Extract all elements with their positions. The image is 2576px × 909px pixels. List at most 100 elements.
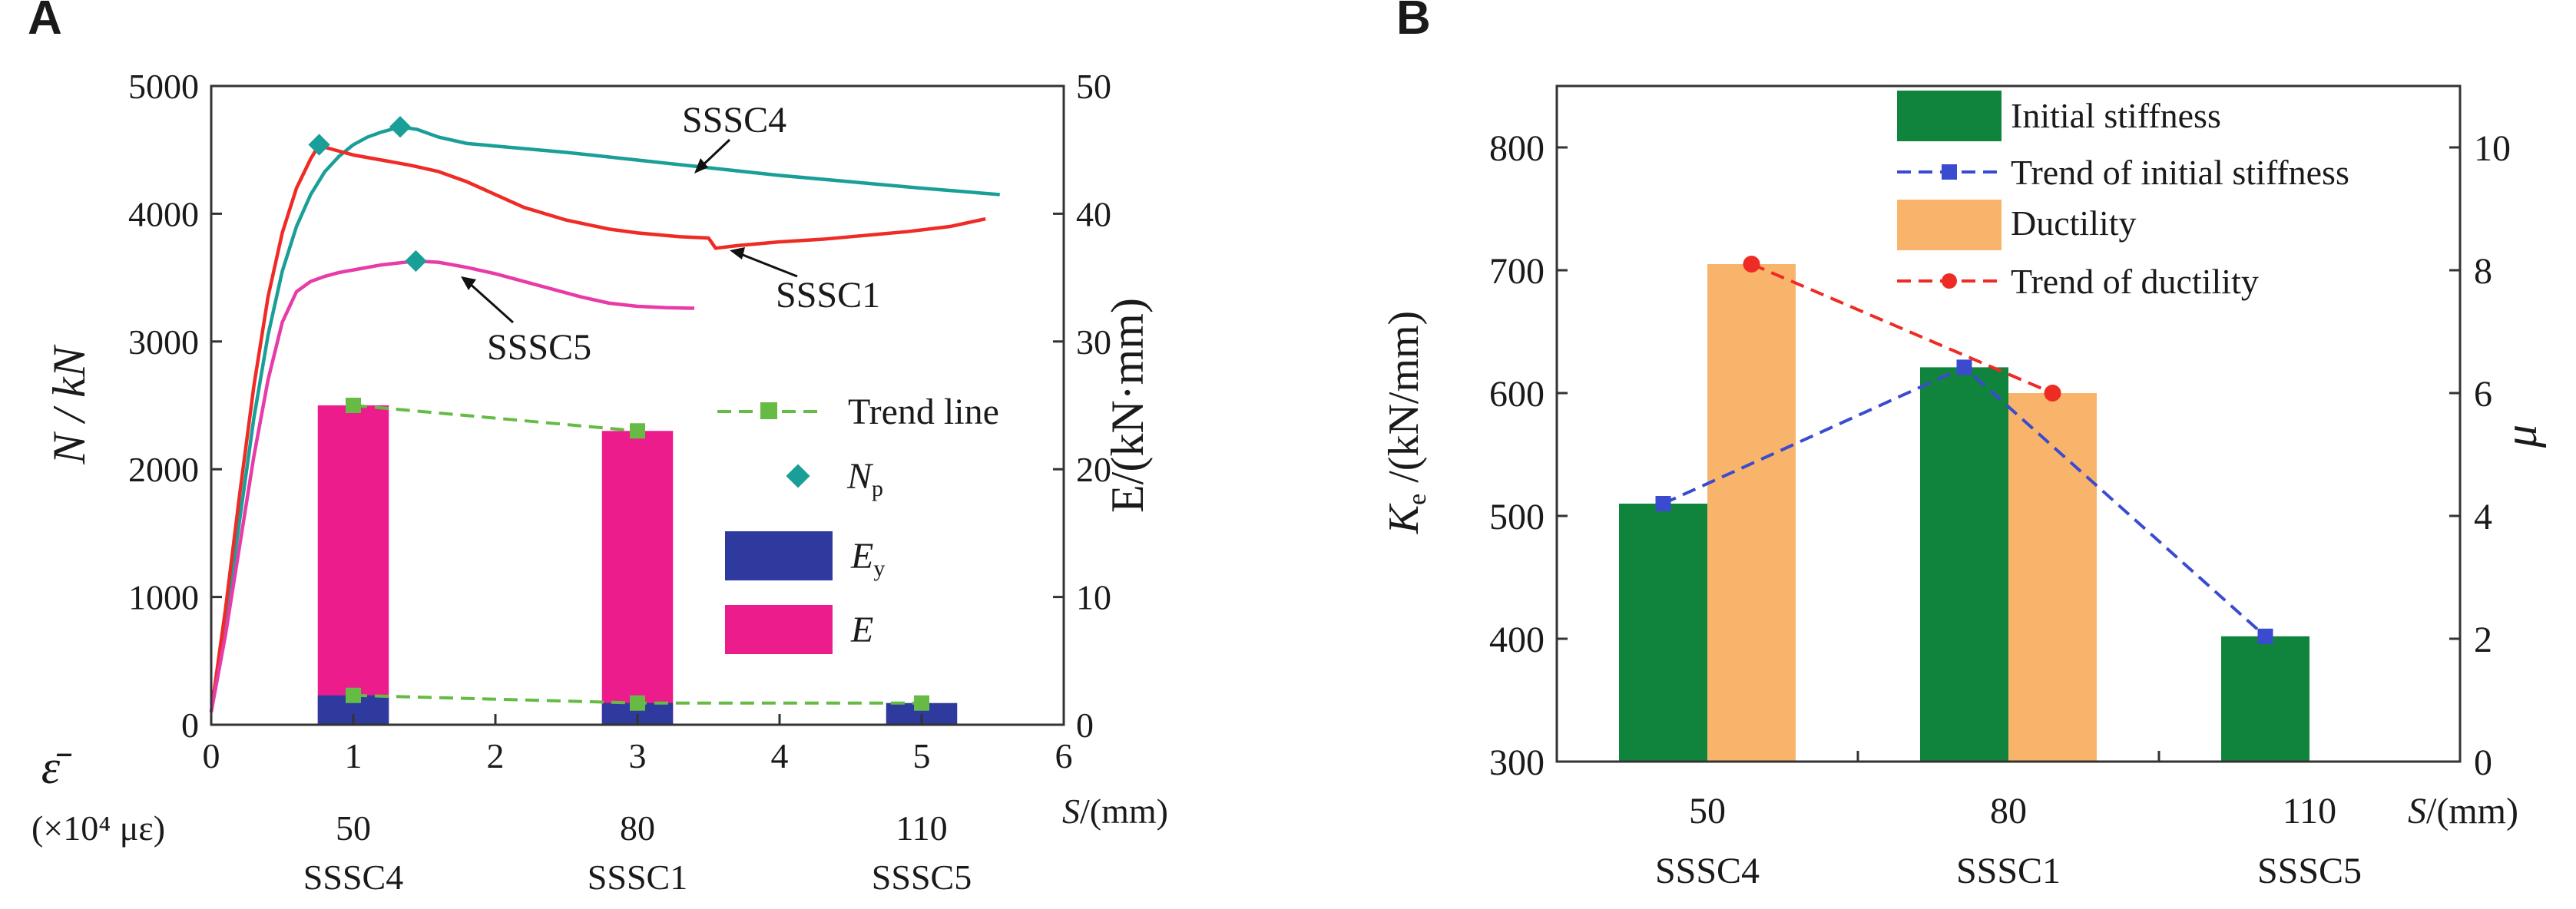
y-right-tick-label: 10 [2474,128,2511,169]
panel-a-x-ticks: 0 1 2 3 4 5 6 [203,714,1073,775]
bar-initial-stiffness [1619,504,1707,762]
legend-trend-stiffness-label: Trend of initial stiffness [2011,153,2349,192]
legend-ductility-swatch [1897,200,2002,250]
panel-a-x-label: S/(mm) [1062,792,1168,831]
x-tick-label: 0 [203,736,220,775]
annotation-sssc1-arrow-head [730,247,745,259]
np-marker-sssc5 [405,250,427,273]
panel-a-y-right-ticks: 0 10 20 30 40 50 [1053,67,1111,745]
annotation-sssc4-arrow-head [694,158,708,174]
panel-b-x-ticks [1856,751,2160,762]
panel-a-x-label-symbol: S [1062,792,1080,831]
category-label: 50 [1689,791,1726,831]
y-left-tick-label: 3000 [128,322,199,362]
annotation-sssc5: SSSC5 [487,327,591,368]
annotation-sssc4-arrow-line [699,138,731,169]
y-right-tick-label: 2 [2474,620,2492,660]
trend-point [346,398,361,413]
y-right-tick-label: 10 [1076,578,1111,617]
legend-np-label: Np [846,456,883,501]
specimen-label: SSSC4 [1655,851,1760,891]
specimen-label: SSSC1 [1956,851,2061,891]
panel-a-legend: Trend line Np Ey E [717,392,999,654]
specimen-label: SSSC5 [2257,851,2362,891]
panel-a-y-left-ticks: 0 1000 2000 3000 4000 5000 [128,67,222,745]
curve-sssc4 [209,124,1000,712]
category-label: 80 [1990,791,2027,831]
panel-b-x-label: S/(mm) [2408,791,2518,831]
panel-a-strain-unit: (×10⁴ με) [31,808,165,848]
spacing-value: 80 [620,808,655,848]
y-right-tick-label: 0 [2474,742,2492,783]
x-tick-label: 5 [913,736,931,775]
trend-point [346,687,361,703]
legend-trend-line-marker [760,402,777,419]
trend-initial-stiffness-point [2257,628,2273,644]
legend-np-marker [786,464,810,488]
legend-np-symbol: N [846,456,874,497]
panel-a-letter: A [28,0,62,45]
panel-a-x-label-unit: /(mm) [1080,792,1168,831]
spacing-value: 50 [336,808,371,848]
y-left-tick-label: 700 [1489,251,1545,292]
y-left-tick-label: 800 [1489,128,1545,169]
y-left-tick-label: 2000 [128,450,199,489]
panel-b-x-label-unit: /(mm) [2426,791,2518,831]
y-right-tick-label: 30 [1076,322,1111,362]
trend-ductility-point [2044,385,2061,402]
x-tick-label: 6 [1055,736,1073,775]
trend-point [630,695,645,711]
panel-b-y-right-label: μ [2495,425,2546,448]
trend-point [630,423,645,439]
panel-a-curve-annotations: SSSC4 SSSC1 SSSC5 [461,100,880,368]
category-label: 110 [2283,791,2336,831]
trend-line-E [353,404,638,433]
y-right-tick-label: 4 [2474,497,2492,537]
trend-ductility-line [1750,263,2054,395]
y-left-tick-label: 0 [181,706,199,745]
x-tick-label: 3 [629,736,647,775]
x-tick-label: 2 [487,736,505,775]
panel-a-strain-symbol: ε̄ [41,742,72,794]
legend-initial-stiffness-swatch [1897,91,2002,141]
trend-point [914,695,929,711]
panel-b-x-label-symbol: S [2408,791,2426,831]
y-left-tick-label: 4000 [128,194,199,233]
bar-initial-stiffness [1920,367,2008,762]
panel-b-y-left-sub: e [1403,494,1432,505]
panel-b-category-labels: 50 SSSC4 80 SSSC1 110 SSSC5 [1655,791,2362,891]
annotation-sssc5-arrow-head [461,276,476,290]
annotation-sssc4: SSSC4 [682,100,786,140]
y-right-tick-label: 40 [1076,194,1111,233]
annotation-sssc5-arrow-line [467,281,515,324]
y-left-tick-label: 5000 [128,67,199,106]
np-marker-sssc1 [308,134,330,156]
annotation-sssc1-arrow-line [738,252,798,278]
y-left-tick-label: 400 [1489,620,1545,660]
panel-a: A 0 1 2 3 4 5 6 0 1000 2000 3000 4000 5000 0 10 20 30 4… [28,0,1168,897]
trend-initial-stiffness-point [1655,496,1671,511]
legend-np-sub: p [872,476,883,501]
bar-ductility [2008,393,2097,762]
panel-b: B 300 400 500 600 700 800 0 2 4 6 8 10 Ke /(kN/mm)… [1380,0,2546,891]
panel-b-y-left-label: Ke /(kN/mm) [1380,311,1432,534]
legend-trend-stiffness-marker [1942,164,1957,180]
panel-b-letter: B [1396,0,1431,45]
legend-trend-line-label: Trend line [848,392,999,432]
panel-b-y-left-symbol: K [1380,503,1428,534]
y-left-tick-label: 600 [1489,374,1545,415]
spacing-value: 110 [896,808,947,848]
y-right-tick-label: 6 [2474,374,2492,415]
y-left-tick-label: 500 [1489,497,1545,537]
curve-sssc5 [209,259,695,712]
panel-a-y-left-label: N / kN [44,344,94,464]
y-left-tick-label: 1000 [128,578,199,617]
np-marker-sssc4 [389,116,412,138]
y-left-tick-label: 300 [1489,742,1545,783]
panel-b-legend: Initial stiffness Trend of initial stiff… [1897,91,2349,301]
legend-e-label: E [850,610,873,650]
trend-initial-stiffness-point [1956,359,1972,375]
panel-b-y-left-ticks: 300 400 500 600 700 800 [1489,128,1568,783]
trend-ductility-point [1743,256,1760,273]
legend-ey-sub: y [873,556,885,581]
